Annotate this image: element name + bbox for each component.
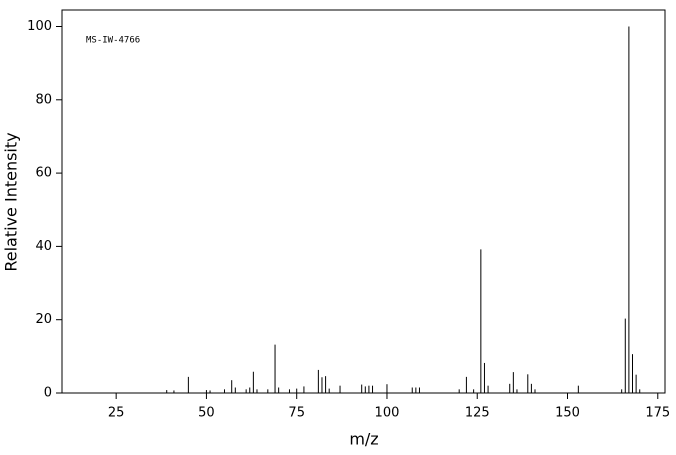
y-tick-label: 0 — [44, 386, 52, 401]
x-tick-label: 175 — [645, 406, 670, 421]
annotation: MS-IW-4766 — [86, 36, 140, 46]
x-tick-label: 125 — [465, 406, 490, 421]
plot-frame — [61, 9, 666, 394]
y-tick-label: 20 — [35, 312, 52, 327]
x-tick-label: 25 — [108, 406, 125, 421]
y-tick-label: 40 — [35, 239, 52, 254]
x-axis-label: m/z — [349, 430, 378, 449]
y-tick-label: 60 — [35, 166, 52, 181]
x-tick-label: 50 — [198, 406, 215, 421]
x-tick-label: 75 — [288, 406, 305, 421]
x-tick-label: 100 — [375, 406, 400, 421]
y-tick-label: 100 — [27, 19, 52, 34]
y-tick-label: 80 — [35, 92, 52, 107]
x-tick-label: 150 — [555, 406, 580, 421]
y-axis-label: Relative Intensity — [2, 132, 21, 271]
